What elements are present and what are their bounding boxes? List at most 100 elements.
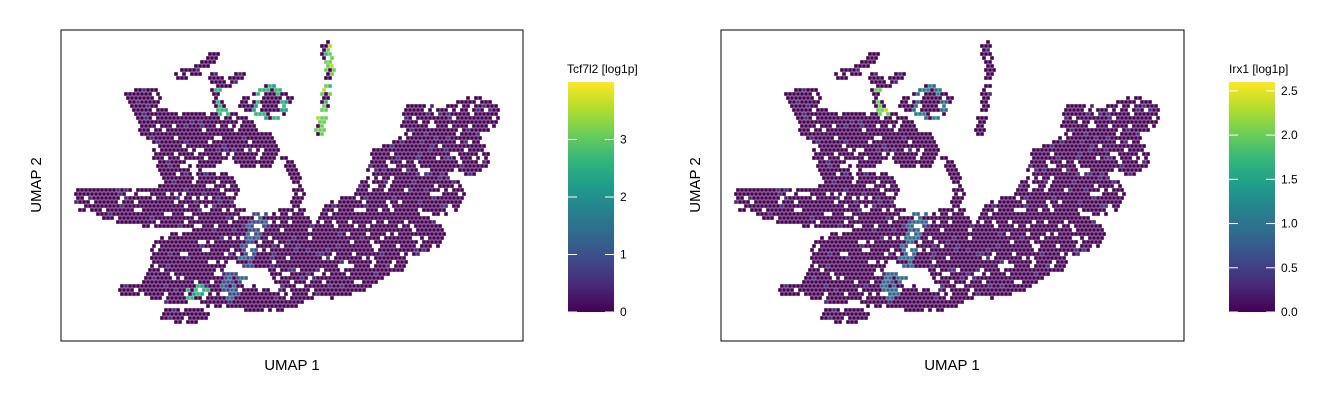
hex-cell — [158, 144, 162, 148]
hex-cell — [1034, 232, 1038, 236]
hex-cell — [872, 220, 876, 224]
hex-cell — [280, 260, 284, 264]
hex-cell — [170, 128, 174, 132]
hex-cell — [130, 104, 134, 108]
hex-cell — [1110, 128, 1114, 132]
hex-cell — [418, 192, 422, 196]
hex-cell — [376, 180, 380, 184]
hex-cell — [414, 240, 418, 244]
hex-cell — [284, 92, 288, 96]
hex-cell — [122, 200, 126, 204]
hex-cell — [434, 144, 438, 148]
hex-cell — [378, 160, 382, 164]
hex-cell — [160, 140, 164, 144]
hex-cell — [826, 184, 830, 188]
hex-cell — [164, 180, 168, 184]
hex-cell — [120, 212, 124, 216]
hex-cell — [418, 112, 422, 116]
hex-cell — [276, 308, 280, 312]
hex-cell — [186, 224, 190, 228]
hex-cell — [190, 280, 194, 284]
hex-cell — [292, 220, 296, 224]
hex-cell — [148, 292, 152, 296]
hex-cell — [938, 96, 942, 100]
hex-cell — [320, 244, 324, 248]
hex-cell — [312, 284, 316, 288]
hex-cell — [1070, 136, 1074, 140]
hex-cell — [822, 176, 826, 180]
hex-cell — [1048, 220, 1052, 224]
hex-cell — [1114, 136, 1118, 140]
hex-cell — [896, 228, 900, 232]
hex-cell — [464, 156, 468, 160]
hex-cell — [1082, 176, 1086, 180]
hex-cell — [374, 240, 378, 244]
hex-cell — [1062, 224, 1066, 228]
hex-cell — [328, 236, 332, 240]
hex-cell — [320, 228, 324, 232]
hex-cell — [178, 216, 182, 220]
hex-cell — [214, 208, 218, 212]
hex-cell — [444, 180, 448, 184]
hex-cell — [434, 176, 438, 180]
hex-cell — [230, 272, 234, 276]
hex-cell — [322, 216, 326, 220]
hex-cell — [924, 212, 928, 216]
hex-cell — [228, 204, 232, 208]
hex-cell — [264, 148, 268, 152]
hex-cell — [866, 192, 870, 196]
hex-cell — [252, 140, 256, 144]
hex-cell — [802, 216, 806, 220]
hex-cell — [462, 160, 466, 164]
hex-cell — [170, 240, 174, 244]
hex-cell — [418, 104, 422, 108]
hex-cell — [192, 132, 196, 136]
hex-cell — [1144, 100, 1148, 104]
hex-cell — [384, 268, 388, 272]
hex-cell — [222, 280, 226, 284]
hex-cell — [258, 232, 262, 236]
hex-cell — [1098, 160, 1102, 164]
hex-cell — [252, 164, 256, 168]
hex-cell — [1016, 188, 1020, 192]
hex-cell — [470, 168, 474, 172]
hex-cell — [986, 64, 990, 68]
hex-cell — [856, 68, 860, 72]
hex-cell — [1078, 144, 1082, 148]
hex-cell — [216, 236, 220, 240]
hex-cell — [174, 120, 178, 124]
hex-cell — [814, 216, 818, 220]
hex-cell — [298, 288, 302, 292]
hex-cell — [1038, 200, 1042, 204]
hex-cell — [214, 56, 218, 60]
hex-cell — [1074, 120, 1078, 124]
hex-cell — [1056, 156, 1060, 160]
hex-cell — [880, 132, 884, 136]
hex-cell — [416, 140, 420, 144]
hex-cell — [148, 108, 152, 112]
hex-cell — [840, 212, 844, 216]
hex-cell — [202, 120, 206, 124]
hex-cell — [218, 304, 222, 308]
hex-cell — [1048, 188, 1052, 192]
hex-cell — [222, 192, 226, 196]
hex-cell — [850, 136, 854, 140]
hex-cell — [244, 100, 248, 104]
hex-cell — [226, 216, 230, 220]
hex-cell — [490, 120, 494, 124]
hex-cell — [464, 124, 468, 128]
hex-cell — [864, 228, 868, 232]
hex-cell — [1140, 100, 1144, 104]
hex-cell — [226, 208, 230, 212]
hex-cell — [940, 236, 944, 240]
hex-cell — [332, 228, 336, 232]
hex-cell — [220, 76, 224, 80]
hex-cell — [896, 156, 900, 160]
hex-cell — [412, 156, 416, 160]
hex-cell — [390, 144, 394, 148]
hex-cell — [378, 272, 382, 276]
hex-cell — [352, 268, 356, 272]
hex-cell — [1008, 228, 1012, 232]
hex-cell — [910, 224, 914, 228]
hex-cell — [258, 264, 262, 268]
